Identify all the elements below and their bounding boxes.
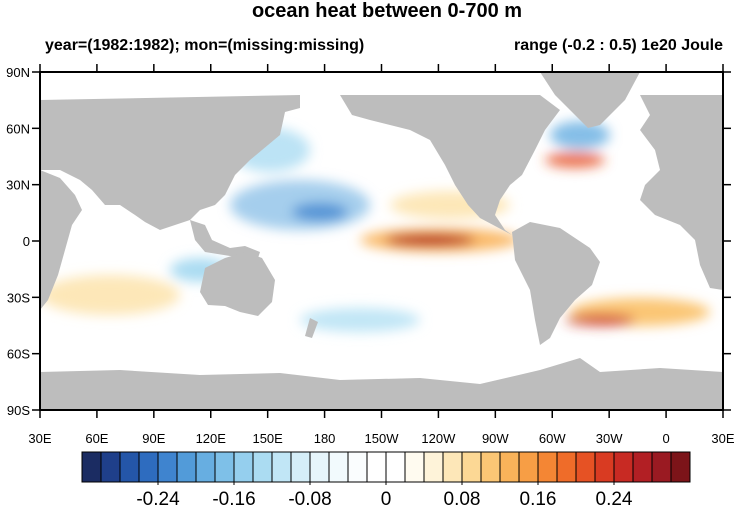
y-tick-label: 60S [7, 347, 30, 362]
colorbar-box [423, 451, 444, 483]
colorbar-box [651, 451, 672, 483]
colorbar-label: 0 [381, 489, 392, 510]
x-tick-label: 30W [596, 431, 623, 446]
x-tick-label: 30E [711, 431, 734, 446]
colorbar-box [119, 451, 140, 483]
map-field [40, 72, 723, 410]
colorbar-box [518, 451, 539, 483]
colorbar-box [575, 451, 596, 483]
subtitle-left: year=(1982:1982); mon=(missing:missing) [45, 37, 364, 54]
anomaly [292, 203, 348, 221]
colorbar-label: -0.08 [288, 489, 331, 510]
colorbar-box [632, 451, 653, 483]
y-tick-label: 90N [6, 65, 30, 80]
colorbar-label: -0.16 [212, 489, 255, 510]
x-tick-label: 60E [85, 431, 108, 446]
x-tick-label: 120E [196, 431, 227, 446]
colorbar-label: 0.08 [444, 489, 481, 510]
x-tick-label: 180 [314, 431, 336, 446]
x-tick-label: 60W [539, 431, 566, 446]
colorbar-box [176, 451, 197, 483]
colorbar-box [214, 451, 235, 483]
australia [200, 252, 275, 316]
y-tick-label: 30N [6, 178, 30, 193]
indochina-indonesia [190, 220, 260, 258]
colorbar-box [670, 451, 691, 483]
x-tick-label: 150E [252, 431, 283, 446]
eurasia [40, 95, 300, 230]
colorbar-box [594, 451, 615, 483]
anomaly [550, 121, 610, 149]
anomaly [40, 275, 180, 315]
colorbar-label: -0.24 [136, 489, 180, 510]
south-america [512, 222, 600, 345]
colorbar-box [404, 451, 425, 483]
north-america [340, 95, 560, 235]
europe-africa-west [640, 95, 723, 290]
colorbar-box [328, 451, 349, 483]
y-tick-label: 0 [23, 234, 30, 249]
x-tick-label: 90E [142, 431, 165, 446]
colorbar-box [556, 451, 577, 483]
colorbar-box [537, 451, 558, 483]
colorbar-box [442, 451, 463, 483]
anomaly [385, 234, 475, 246]
colorbar-box [81, 451, 102, 483]
colorbar-box [233, 451, 254, 483]
greenland [540, 72, 640, 128]
subtitle-right: range (-0.2 : 0.5) 1e20 Joule [514, 37, 723, 54]
colorbar-box [271, 451, 292, 483]
colorbar-box [480, 451, 501, 483]
anomaly [230, 180, 370, 230]
colorbar-box [309, 451, 330, 483]
new-zealand [305, 318, 318, 338]
africa-east [40, 170, 82, 310]
colorbar-box [499, 451, 520, 483]
x-tick-label: 90W [482, 431, 509, 446]
anomaly [565, 314, 635, 326]
y-tick-label: 30S [7, 290, 30, 305]
colorbar-box [100, 451, 121, 483]
anomaly [300, 308, 420, 332]
colorbar-box [195, 451, 216, 483]
y-tick-label: 90S [7, 403, 30, 418]
colorbar-box [461, 451, 482, 483]
y-tick-label: 60N [6, 121, 30, 136]
title: ocean heat between 0-700 m [252, 0, 522, 22]
colorbar-box [347, 451, 368, 483]
x-tick-label: 150W [365, 431, 400, 446]
x-tick-label: 120W [421, 431, 456, 446]
antarctica [40, 358, 723, 410]
colorbar-box [366, 451, 387, 483]
x-tick-label: 0 [662, 431, 669, 446]
colorbar-label: 0.16 [520, 489, 557, 510]
colorbar-box [290, 451, 311, 483]
colorbar-label: 0.24 [596, 489, 633, 510]
colorbar-box [157, 451, 178, 483]
colorbar-box [252, 451, 273, 483]
colorbar-box [138, 451, 159, 483]
colorbar-box [385, 451, 406, 483]
x-tick-label: 30E [28, 431, 51, 446]
colorbar-box [613, 451, 634, 483]
anomaly [545, 152, 605, 168]
